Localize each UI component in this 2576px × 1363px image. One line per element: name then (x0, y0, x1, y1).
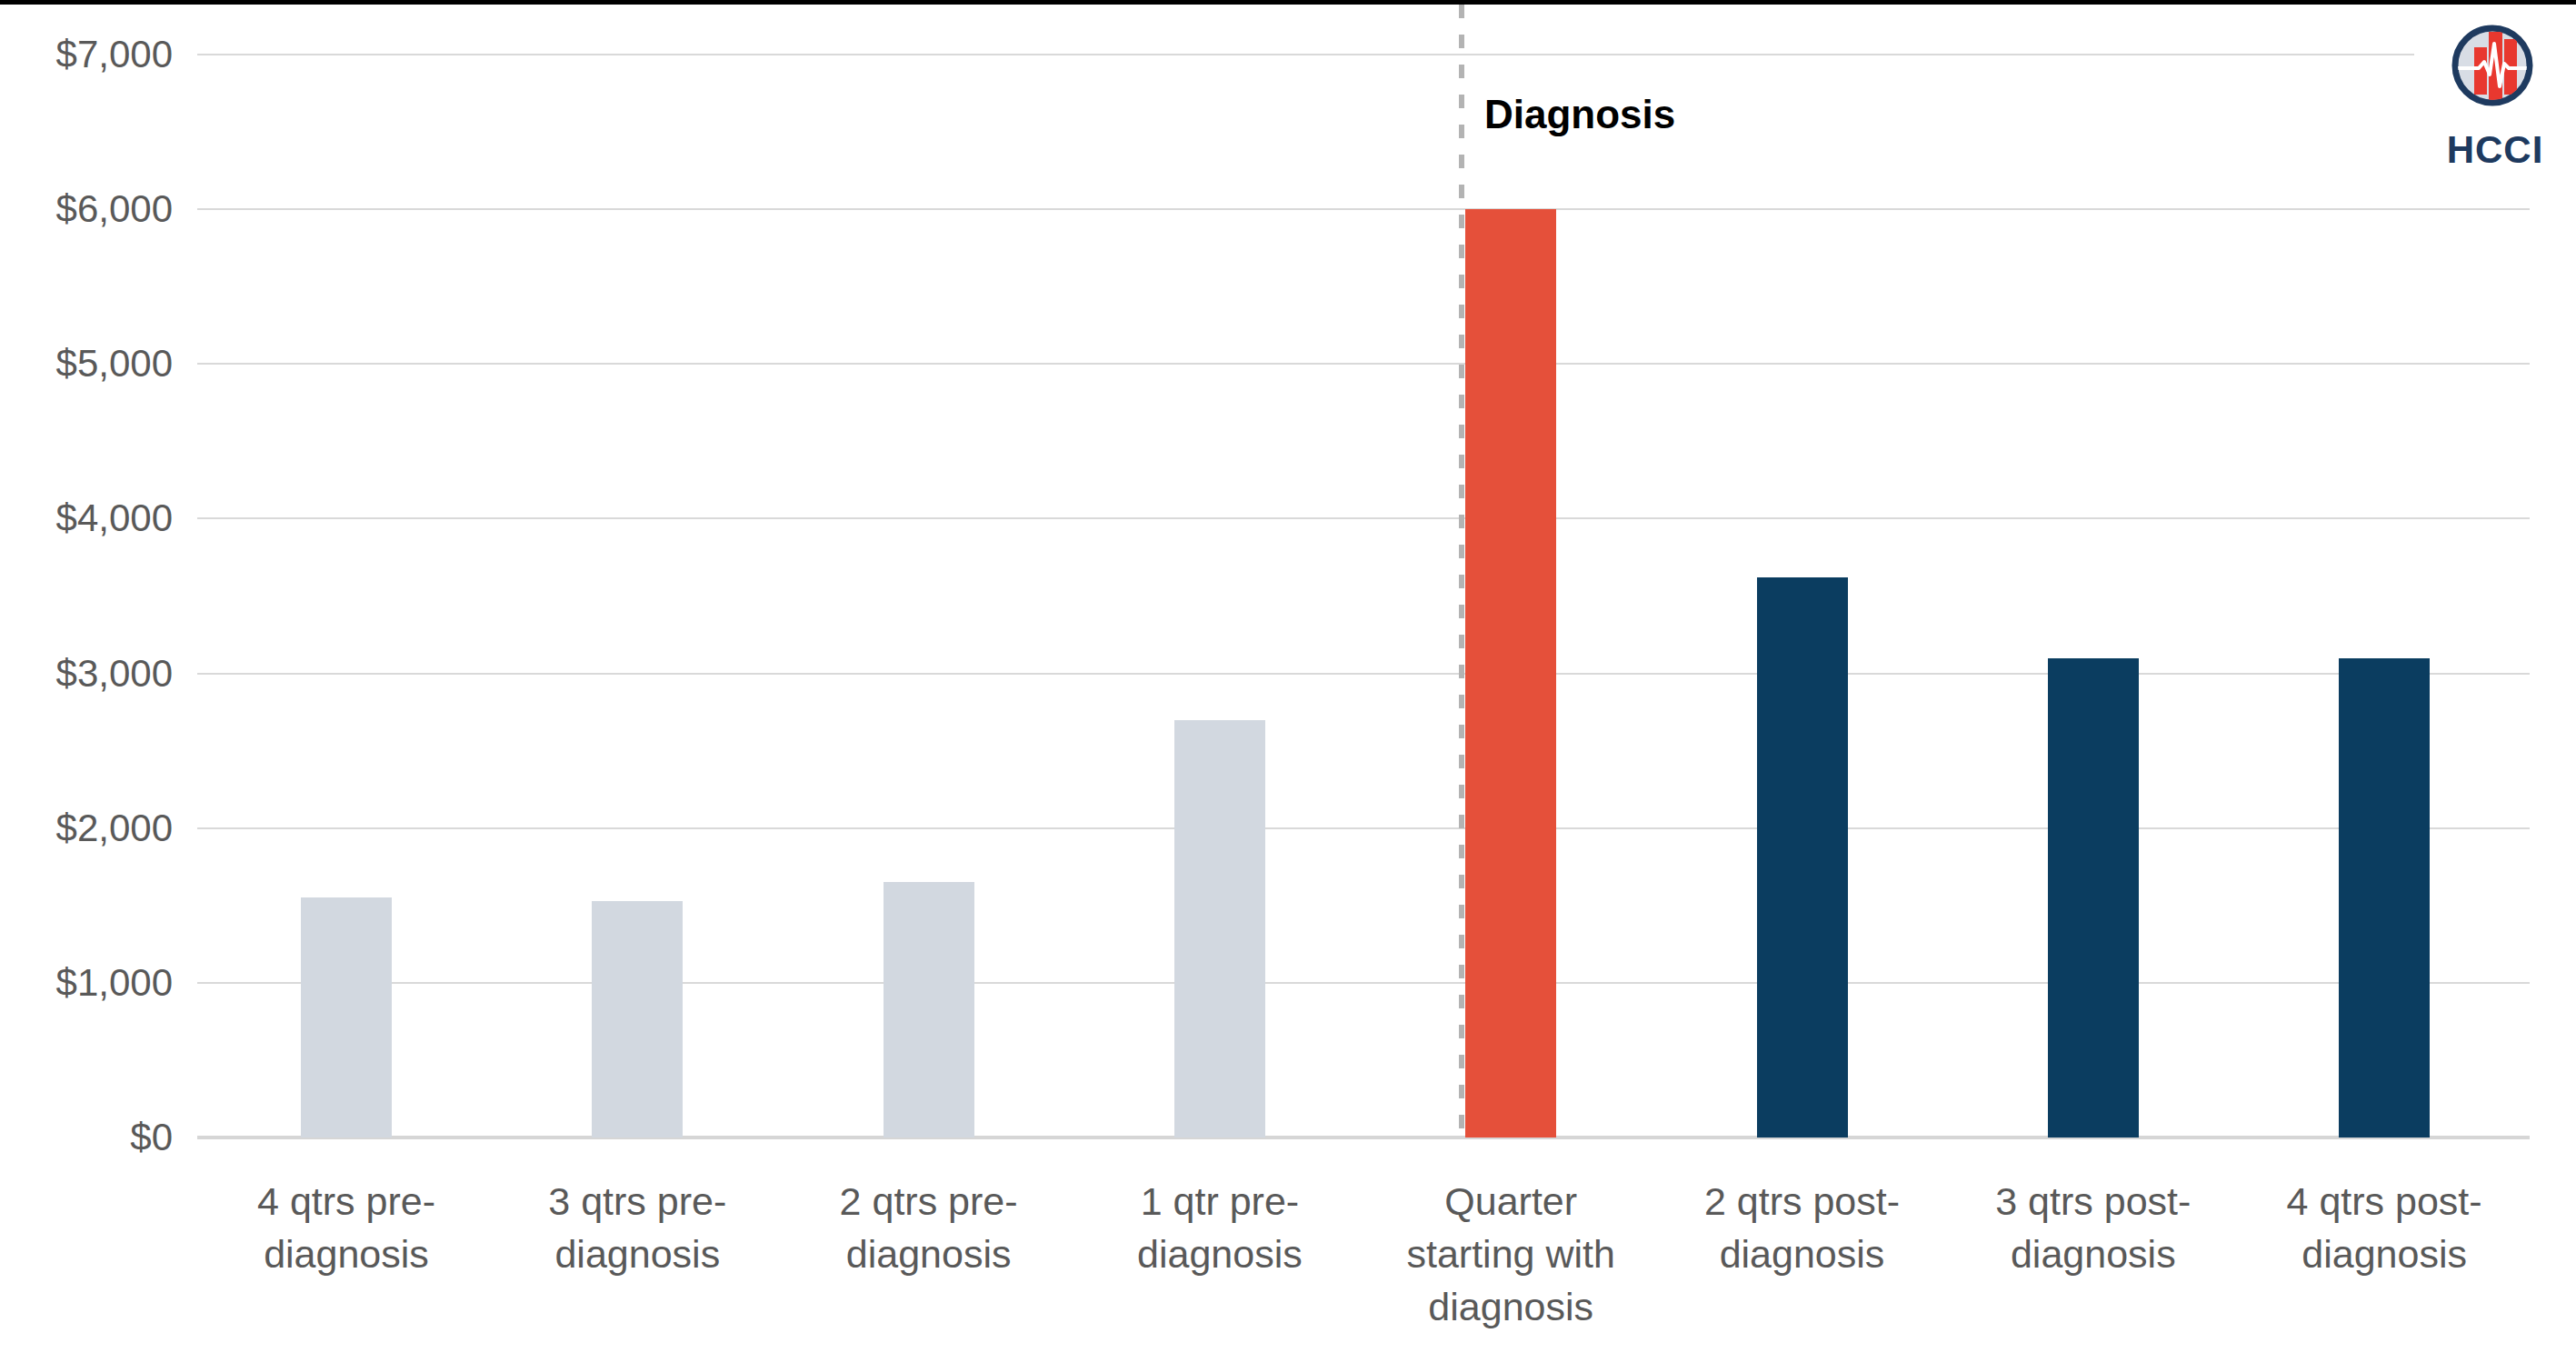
gridline (197, 54, 2530, 55)
y-axis-tick-label: $5,000 (0, 338, 173, 389)
hcci-logo-text: HCCI (2414, 128, 2576, 172)
bar-3-qtrs-pre-diagnosis (592, 901, 683, 1138)
gridline (197, 363, 2530, 365)
x-axis-category-label: 2 qtrs post- diagnosis (1639, 1175, 1966, 1280)
x-axis-category-label: 2 qtrs pre- diagnosis (765, 1175, 1093, 1280)
x-axis-category-label: 1 qtr pre- diagnosis (1056, 1175, 1383, 1280)
x-axis-category-label: 3 qtrs post- diagnosis (1930, 1175, 2257, 1280)
y-axis-tick-label: $2,000 (0, 803, 173, 854)
bar-4-qtrs-pre-diagnosis (301, 897, 392, 1138)
hcci-logo: HCCI (2414, 5, 2576, 185)
gridline (197, 982, 2530, 984)
bar-2-qtrs-post-diagnosis (1757, 577, 1848, 1138)
y-axis-tick-label: $3,000 (0, 648, 173, 699)
y-axis-tick-label: $7,000 (0, 29, 173, 80)
x-axis-category-label: 4 qtrs pre- diagnosis (183, 1175, 510, 1280)
x-axis-baseline (197, 1136, 2530, 1139)
x-axis-category-label: 3 qtrs pre- diagnosis (474, 1175, 801, 1280)
top-border-line (0, 0, 2576, 5)
gridline (197, 827, 2530, 829)
bar-quarter-starting-with-diagnosis (1465, 209, 1556, 1138)
y-axis-tick-label: $1,000 (0, 957, 173, 1008)
spending-bar-chart: $0 $1,000 $2,000 $3,000 $4,000 $5,000 $6,000 $7… (0, 0, 2576, 1363)
gridline (197, 517, 2530, 519)
x-axis-category-label: Quarter starting with diagnosis (1347, 1175, 1674, 1333)
y-axis-tick-label: $0 (0, 1112, 173, 1163)
y-axis-tick-label: $4,000 (0, 493, 173, 544)
bar-1-qtr-pre-diagnosis (1174, 720, 1265, 1138)
bar-4-qtrs-post-diagnosis (2339, 658, 2430, 1138)
gridline (197, 673, 2530, 675)
y-axis-tick-label: $6,000 (0, 184, 173, 235)
diagnosis-annotation-label: Diagnosis (1484, 92, 1675, 137)
gridline (197, 208, 2530, 210)
bar-3-qtrs-post-diagnosis (2048, 658, 2139, 1138)
diagnosis-divider-dashed-line (1459, 5, 1464, 1138)
bar-2-qtrs-pre-diagnosis (884, 882, 974, 1138)
x-axis-category-label: 4 qtrs post- diagnosis (2221, 1175, 2548, 1280)
